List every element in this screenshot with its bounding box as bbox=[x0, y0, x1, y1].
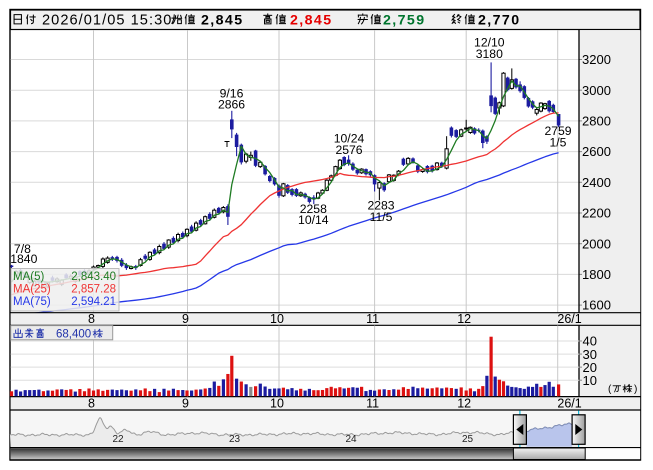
svg-text:12/10: 12/10 bbox=[474, 36, 505, 50]
svg-text:2600: 2600 bbox=[582, 144, 611, 159]
svg-text:1800: 1800 bbox=[582, 267, 611, 282]
svg-text:2283: 2283 bbox=[367, 199, 394, 213]
svg-text:2258: 2258 bbox=[300, 202, 327, 216]
svg-text:8: 8 bbox=[88, 396, 95, 410]
svg-text:2866: 2866 bbox=[218, 98, 245, 112]
svg-text:2800: 2800 bbox=[582, 114, 611, 129]
svg-text:2,594.21: 2,594.21 bbox=[71, 296, 116, 308]
svg-text:1840: 1840 bbox=[10, 252, 37, 266]
svg-text:2,770: 2,770 bbox=[478, 13, 521, 29]
svg-text:12: 12 bbox=[457, 312, 471, 326]
svg-text:11: 11 bbox=[366, 312, 379, 326]
svg-text:10: 10 bbox=[270, 396, 284, 410]
svg-text:MA(25): MA(25) bbox=[13, 284, 51, 296]
svg-text:2576: 2576 bbox=[335, 143, 362, 157]
svg-text:): ) bbox=[634, 384, 637, 395]
svg-text:2000: 2000 bbox=[582, 236, 611, 251]
svg-text:2,845: 2,845 bbox=[290, 13, 333, 29]
svg-text:11: 11 bbox=[366, 396, 379, 410]
svg-text:1/5: 1/5 bbox=[550, 136, 567, 150]
svg-text:25: 25 bbox=[462, 434, 474, 445]
svg-text:1600: 1600 bbox=[582, 298, 611, 313]
svg-text:2026/01/05 15:30: 2026/01/05 15:30 bbox=[42, 13, 172, 29]
svg-text:2400: 2400 bbox=[582, 175, 611, 190]
svg-text:12: 12 bbox=[457, 396, 471, 410]
svg-text:3000: 3000 bbox=[582, 83, 611, 98]
svg-text:2,845: 2,845 bbox=[201, 13, 244, 29]
svg-text:2,759: 2,759 bbox=[383, 13, 426, 29]
svg-text:2,857.28: 2,857.28 bbox=[71, 284, 116, 296]
svg-text:3180: 3180 bbox=[476, 47, 503, 61]
svg-text:2200: 2200 bbox=[582, 206, 611, 221]
svg-text:26/1: 26/1 bbox=[557, 312, 581, 326]
svg-text:10: 10 bbox=[583, 373, 597, 388]
svg-text:26/1: 26/1 bbox=[557, 396, 581, 410]
svg-text:68,400: 68,400 bbox=[56, 328, 91, 340]
svg-text:20: 20 bbox=[583, 360, 597, 375]
svg-text:24: 24 bbox=[345, 434, 357, 445]
svg-text:10/14: 10/14 bbox=[298, 213, 329, 227]
svg-text:30: 30 bbox=[583, 347, 597, 362]
svg-text:8: 8 bbox=[88, 312, 95, 326]
svg-text:9/16: 9/16 bbox=[220, 86, 244, 100]
svg-text:10: 10 bbox=[270, 312, 284, 326]
svg-text:7/8: 7/8 bbox=[14, 242, 31, 256]
svg-text:2759: 2759 bbox=[544, 124, 571, 138]
svg-text:MA(75): MA(75) bbox=[13, 296, 51, 308]
svg-text:2,843.40: 2,843.40 bbox=[71, 271, 116, 283]
svg-text:11/5: 11/5 bbox=[370, 210, 393, 224]
svg-text:23: 23 bbox=[229, 434, 241, 445]
svg-text:MA(5): MA(5) bbox=[13, 271, 44, 283]
svg-text:3200: 3200 bbox=[582, 52, 611, 67]
svg-text:(: ( bbox=[608, 384, 612, 395]
svg-text:22: 22 bbox=[112, 434, 124, 445]
svg-text:9: 9 bbox=[182, 312, 189, 326]
svg-text:40: 40 bbox=[583, 334, 597, 349]
svg-text:10/24: 10/24 bbox=[334, 132, 365, 146]
svg-text:9: 9 bbox=[182, 396, 189, 410]
